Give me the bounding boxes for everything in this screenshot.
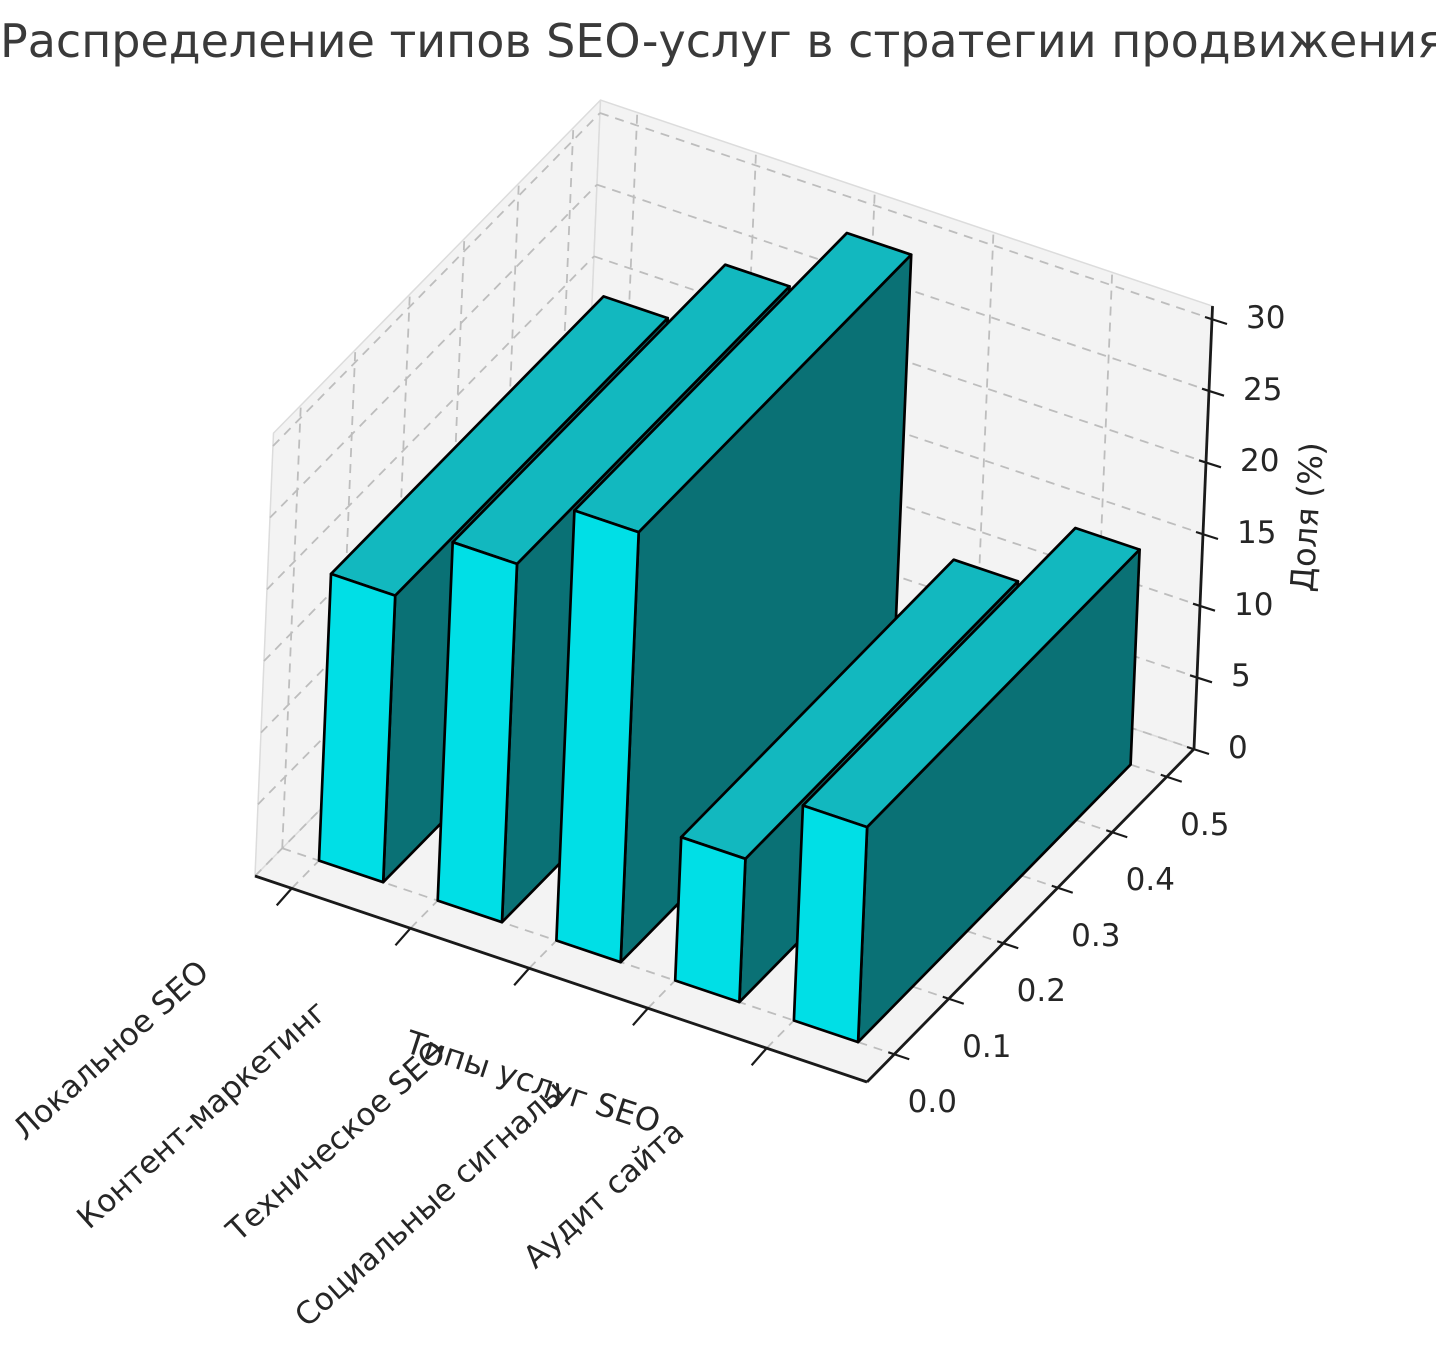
bar-front-face-3 <box>673 835 747 1004</box>
z-tick-label-4: 20 <box>1240 443 1280 480</box>
bar-front-face-1 <box>436 540 519 924</box>
z-gridline <box>272 112 601 447</box>
y-tick-label-0: 0.0 <box>907 1084 957 1121</box>
z-gridline <box>269 184 598 519</box>
y-tick-label-1: 0.1 <box>962 1028 1012 1065</box>
x-tick-mark <box>632 1007 649 1026</box>
z-gridline <box>599 112 1213 320</box>
z-tick-mark <box>1192 602 1216 612</box>
x-tick-mark <box>275 887 293 907</box>
z-gridline <box>266 255 595 590</box>
y-gridline <box>390 294 411 738</box>
y-tick-label-2: 0.2 <box>1016 973 1066 1010</box>
z-tick-mark <box>1189 674 1213 684</box>
y-tick-mark <box>1105 829 1128 839</box>
z-tick-label-3: 15 <box>1237 515 1277 551</box>
x-gridline <box>974 232 995 676</box>
y-tick-mark <box>996 940 1019 950</box>
z-tick-mark <box>1204 315 1228 326</box>
y-gridline <box>281 405 302 849</box>
x-gridline <box>736 152 757 596</box>
z-tick-mark <box>1195 530 1219 541</box>
z-axis-line <box>1192 306 1214 750</box>
x-tick-mark <box>394 927 412 947</box>
x-tick-mark <box>750 1047 768 1066</box>
y-gridline <box>553 127 575 571</box>
y-tick-label-5: 0.5 <box>1180 806 1230 843</box>
z-tick-mark <box>1198 459 1222 469</box>
bar-front-face-2 <box>555 509 641 964</box>
z-tick-label-2: 10 <box>1234 586 1274 623</box>
z-tick-mark <box>1186 745 1210 756</box>
y-gridline <box>499 183 520 627</box>
x-gridline <box>1092 272 1114 716</box>
z-tick-label-5: 25 <box>1243 371 1283 408</box>
z-tick-label-0: 0 <box>1228 730 1248 766</box>
y-tick-mark <box>1160 773 1183 783</box>
x-gridline <box>617 112 639 556</box>
y-tick-label-3: 0.3 <box>1071 917 1121 954</box>
y-gridline <box>335 349 357 793</box>
x-tick-mark <box>513 967 531 987</box>
z-tick-mark <box>1201 387 1225 397</box>
y-tick-label-4: 0.4 <box>1125 862 1175 899</box>
z-tick-label-1: 5 <box>1231 658 1251 695</box>
chart-title: Распределение типов SEO-услуг в стратеги… <box>0 14 1436 68</box>
bar-front-face-4 <box>792 804 869 1044</box>
bar-front-face-0 <box>317 572 397 884</box>
z-tick-label-6: 30 <box>1246 300 1286 336</box>
y-tick-mark <box>887 1051 910 1061</box>
y-axis-line <box>866 748 1195 1083</box>
y-gridline <box>444 238 466 682</box>
y-tick-mark <box>1051 884 1074 894</box>
x-axis-line <box>254 874 868 1084</box>
y-tick-mark <box>942 995 965 1005</box>
